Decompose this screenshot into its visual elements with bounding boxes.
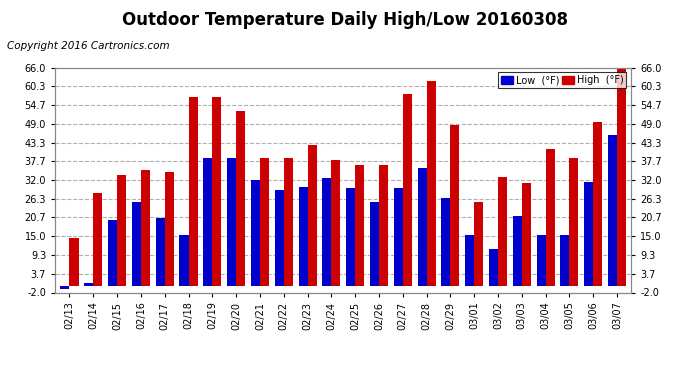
Bar [451,125,460,286]
Bar [403,94,412,286]
Bar [513,216,522,286]
Bar [331,160,340,286]
Bar [284,159,293,286]
Bar [236,111,245,286]
Bar [132,201,141,286]
Bar [379,165,388,286]
Bar [593,122,602,286]
Bar [370,201,379,286]
Bar [489,249,498,286]
Bar [188,97,197,286]
Bar [617,68,626,286]
Bar [141,170,150,286]
Bar [474,201,483,286]
Bar [355,165,364,286]
Legend: Low  (°F), High  (°F): Low (°F), High (°F) [498,72,627,88]
Bar [498,177,507,286]
Bar [260,159,269,286]
Bar [165,172,174,286]
Bar [156,218,165,286]
Bar [608,135,617,286]
Bar [108,220,117,286]
Bar [84,283,93,286]
Bar [522,183,531,286]
Text: Outdoor Temperature Daily High/Low 20160308: Outdoor Temperature Daily High/Low 20160… [122,11,568,29]
Bar [442,198,451,286]
Bar [299,187,308,286]
Bar [213,97,221,286]
Bar [569,159,578,286]
Bar [346,188,355,286]
Bar [204,159,213,286]
Bar [179,235,188,286]
Bar [584,182,593,286]
Bar [394,188,403,286]
Bar [251,180,260,286]
Text: Copyright 2016 Cartronics.com: Copyright 2016 Cartronics.com [7,41,170,51]
Bar [465,235,474,286]
Bar [70,238,79,286]
Bar [417,168,426,286]
Bar [93,193,102,286]
Bar [322,178,331,286]
Bar [546,148,555,286]
Bar [117,175,126,286]
Bar [560,235,569,286]
Bar [426,81,435,286]
Bar [308,145,317,286]
Bar [61,286,70,289]
Bar [275,190,284,286]
Bar [537,235,546,286]
Bar [227,159,236,286]
